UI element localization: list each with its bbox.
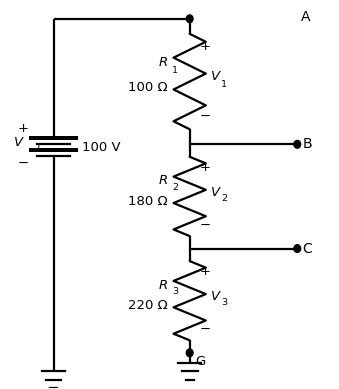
Text: $V$: $V$ bbox=[13, 136, 25, 149]
Text: 2: 2 bbox=[221, 194, 227, 203]
Text: $R$: $R$ bbox=[158, 174, 168, 187]
Text: A: A bbox=[301, 10, 310, 24]
Text: C: C bbox=[302, 242, 312, 256]
Text: $R$: $R$ bbox=[158, 56, 168, 69]
Circle shape bbox=[294, 245, 301, 252]
Circle shape bbox=[186, 349, 193, 357]
Text: 100 V: 100 V bbox=[82, 141, 121, 154]
Text: $V$: $V$ bbox=[210, 70, 222, 83]
Text: 3: 3 bbox=[221, 298, 227, 307]
Text: −: − bbox=[199, 110, 211, 123]
Text: $V$: $V$ bbox=[210, 186, 222, 199]
Text: +: + bbox=[199, 265, 210, 278]
Text: −: − bbox=[199, 323, 211, 336]
Circle shape bbox=[294, 140, 301, 148]
Text: B: B bbox=[302, 137, 312, 151]
Text: 2: 2 bbox=[172, 182, 178, 191]
Circle shape bbox=[186, 15, 193, 23]
Text: $R$: $R$ bbox=[158, 279, 168, 292]
Text: +: + bbox=[199, 40, 210, 53]
Text: −: − bbox=[18, 157, 29, 170]
Text: 3: 3 bbox=[172, 287, 178, 296]
Text: +: + bbox=[199, 161, 210, 174]
Text: $V$: $V$ bbox=[210, 290, 222, 303]
Text: 180 Ω: 180 Ω bbox=[128, 195, 168, 208]
Text: G: G bbox=[196, 355, 206, 368]
Text: 100 Ω: 100 Ω bbox=[128, 81, 168, 94]
Text: +: + bbox=[18, 123, 29, 135]
Text: 220 Ω: 220 Ω bbox=[128, 300, 168, 312]
Text: 1: 1 bbox=[172, 66, 178, 75]
Text: −: − bbox=[199, 219, 211, 232]
Text: T: T bbox=[35, 143, 41, 152]
Text: 1: 1 bbox=[221, 79, 227, 89]
